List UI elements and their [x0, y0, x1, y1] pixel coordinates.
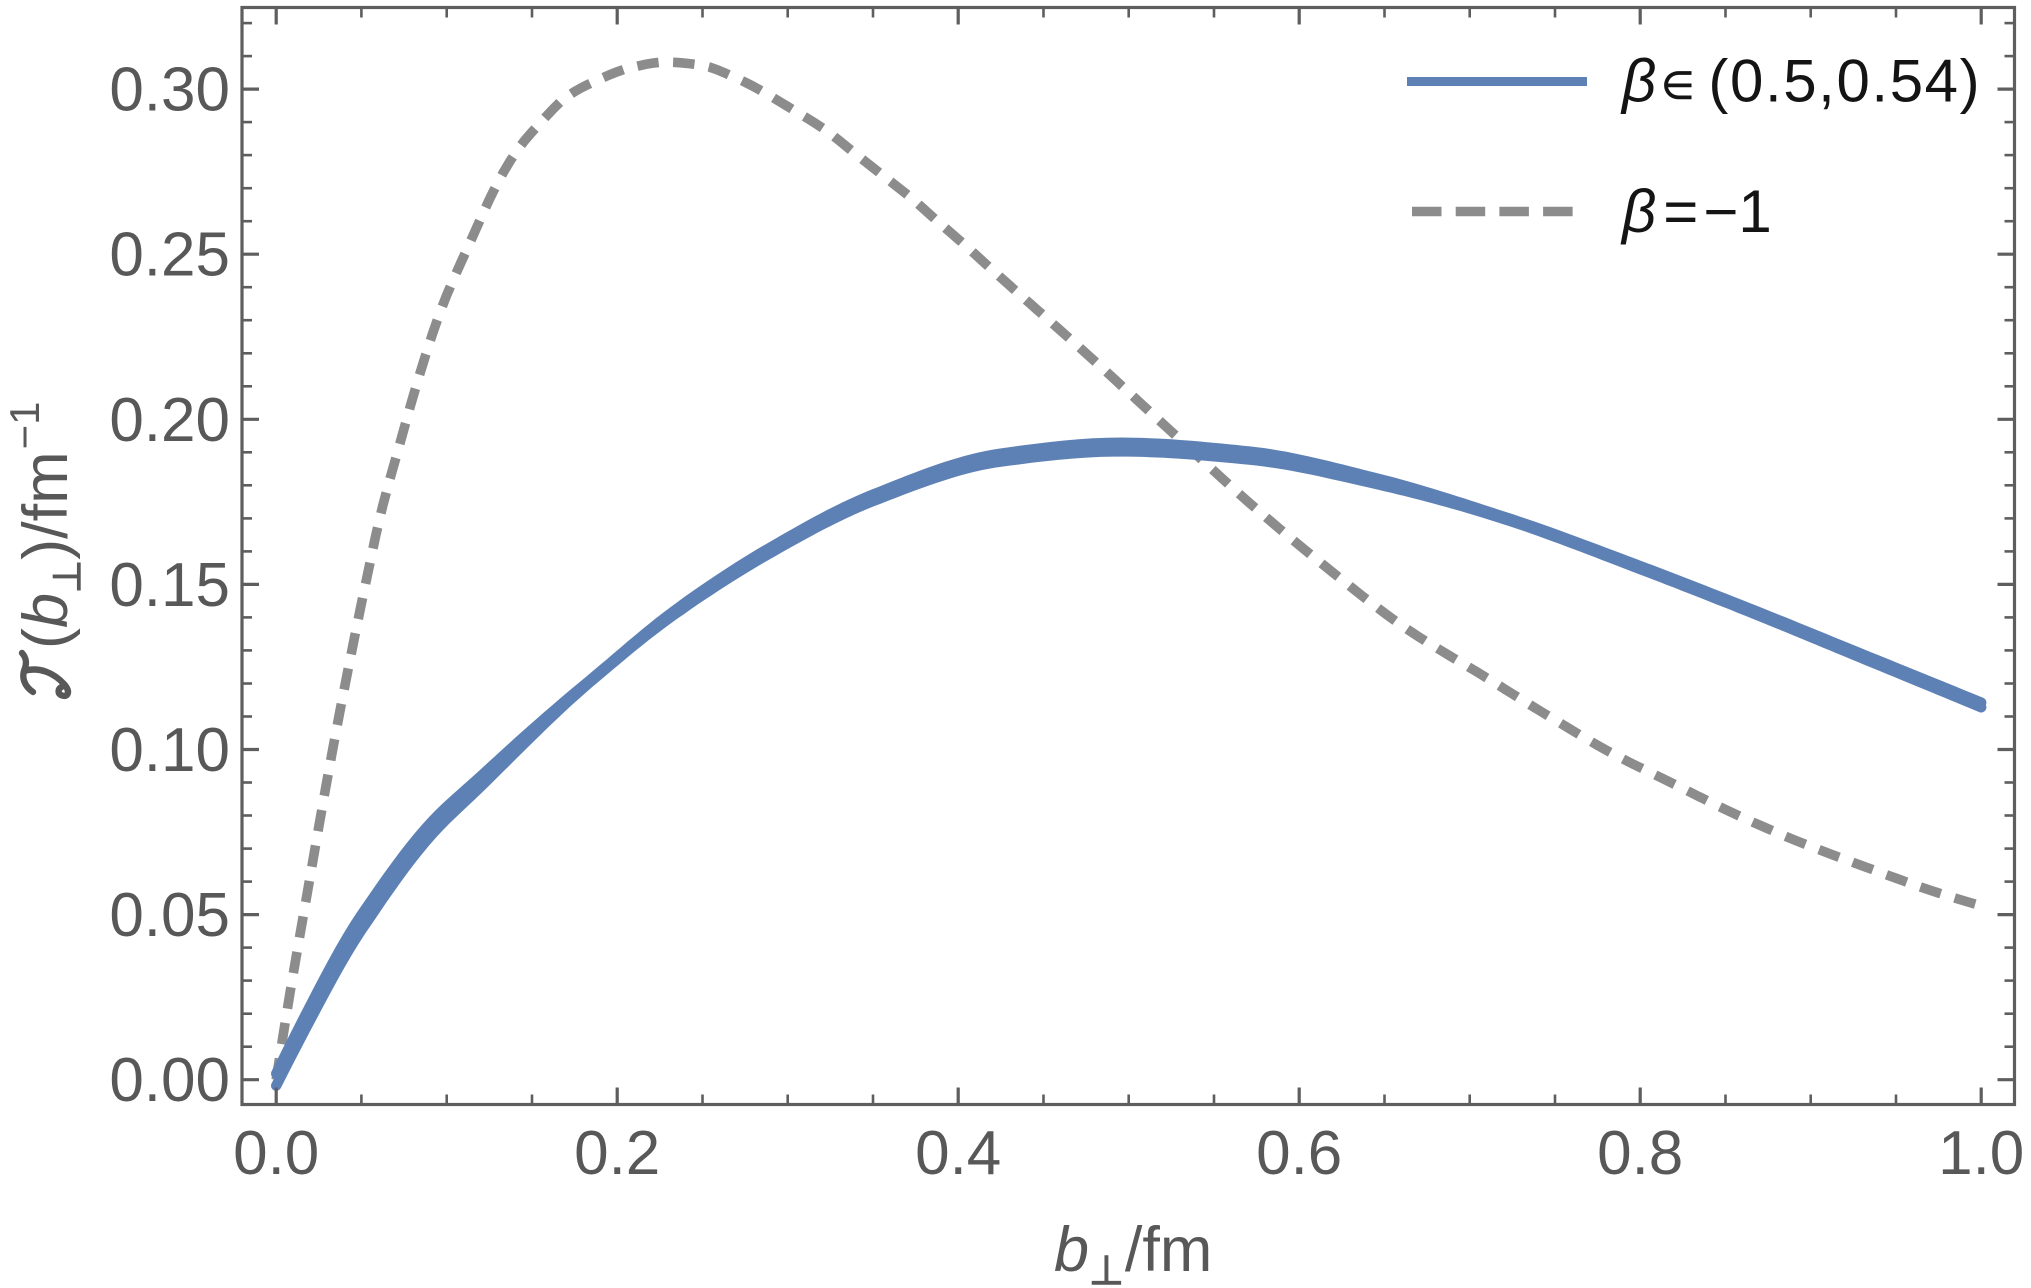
svg-text:(b⊥)/fm−1: (b⊥)/fm−1	[1, 402, 89, 650]
svg-text:0.05: 0.05	[109, 881, 230, 950]
svg-text:0.10: 0.10	[109, 716, 230, 785]
svg-text:0.25: 0.25	[109, 221, 230, 290]
svg-text:0.0: 0.0	[233, 1119, 319, 1188]
svg-text:0.4: 0.4	[915, 1119, 1001, 1188]
svg-text:0.6: 0.6	[1256, 1119, 1342, 1188]
svg-text:1.0: 1.0	[1938, 1119, 2024, 1188]
svg-text:0.30: 0.30	[109, 56, 230, 125]
svg-text:β∈(0.5,0.54): β ∈ (0.5,0.54)	[1620, 48, 1981, 115]
svg-text:0.15: 0.15	[109, 551, 230, 620]
svg-text:β=−1: β =−1	[1620, 178, 1772, 245]
svg-text:b⊥/fm: b⊥/fm	[1054, 1215, 1212, 1288]
svg-text:0.20: 0.20	[109, 386, 230, 455]
svg-text:0.2: 0.2	[574, 1119, 660, 1188]
svg-text:0.00: 0.00	[109, 1046, 230, 1115]
svg-text:0.8: 0.8	[1597, 1119, 1683, 1188]
